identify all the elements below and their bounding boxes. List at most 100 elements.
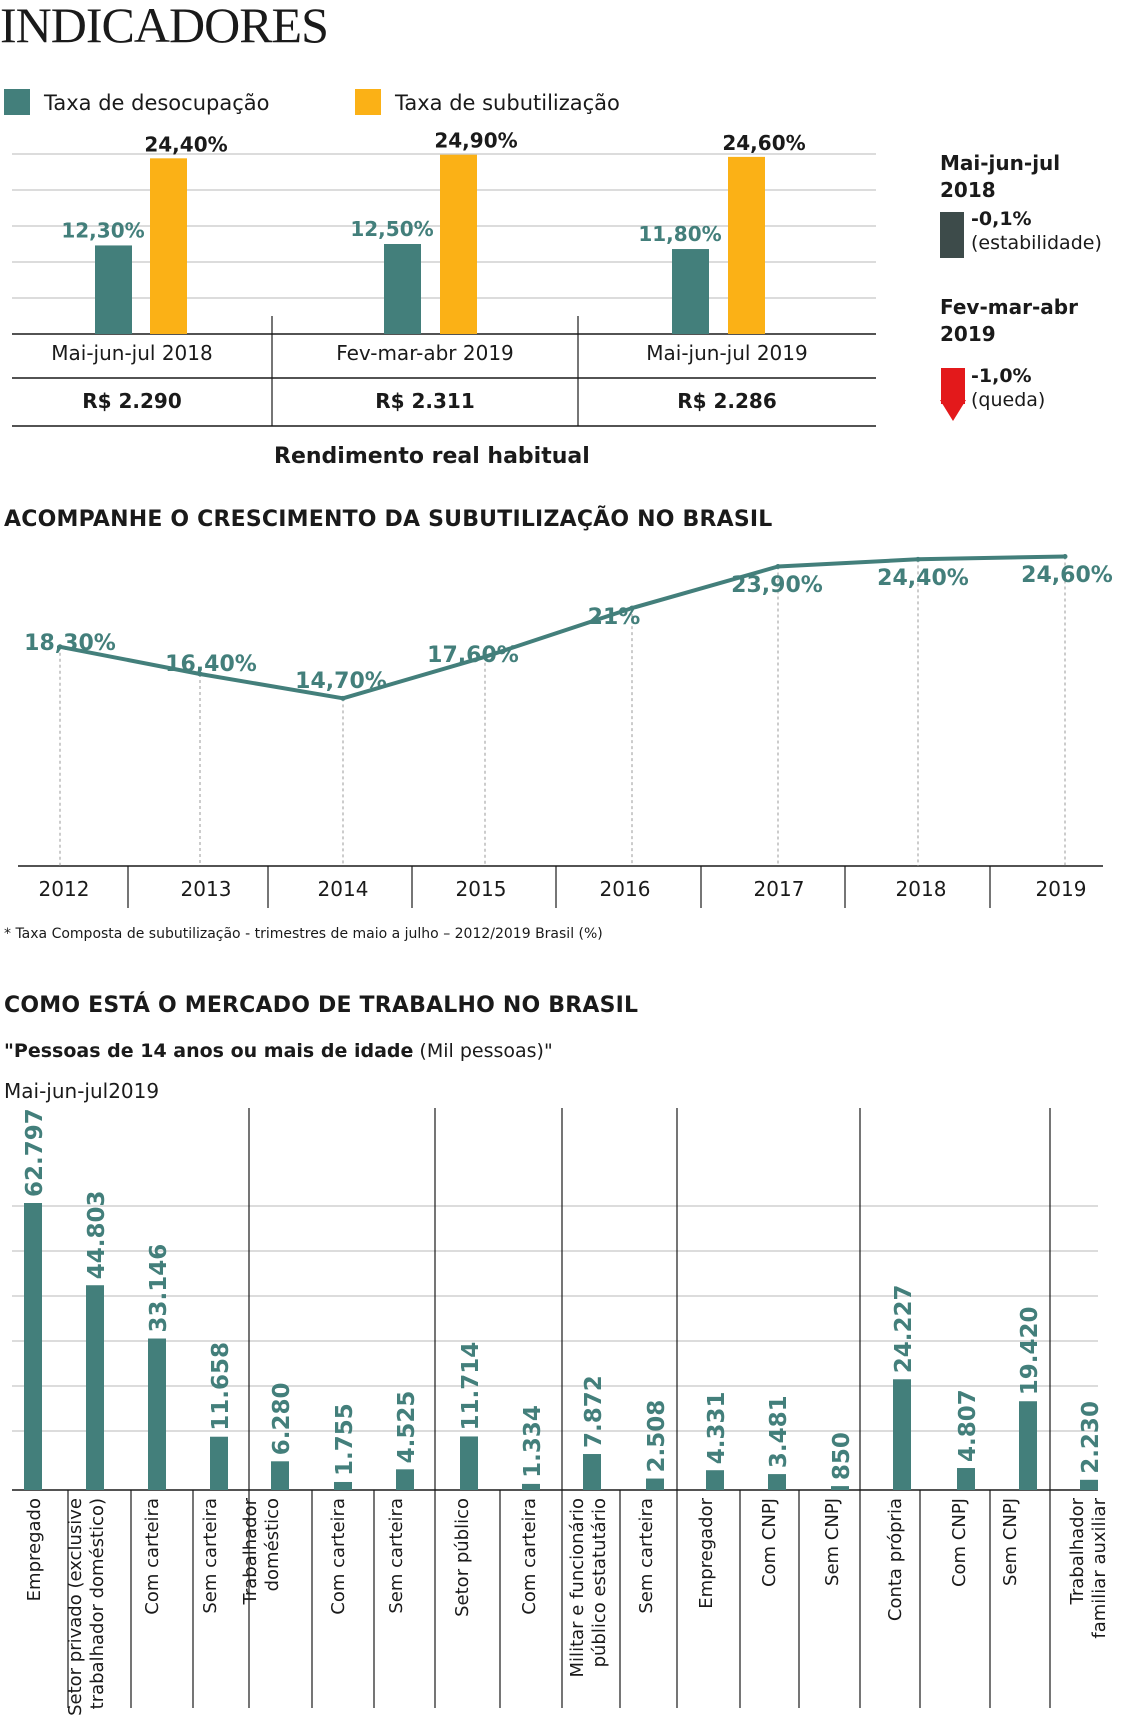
category-label-line: doméstico xyxy=(262,1498,283,1591)
bar xyxy=(271,1461,289,1490)
bar-value-label: 2.230 xyxy=(1078,1401,1104,1474)
bar-value-label: 1.755 xyxy=(332,1403,358,1476)
category-label-line: Empregador xyxy=(696,1497,717,1608)
category-label: Sem CNPJ xyxy=(822,1498,843,1586)
period-label: Mai-jun-jul 2018 xyxy=(51,341,212,365)
legend-swatch-desocupacao xyxy=(4,89,30,115)
page-title: INDICADORES xyxy=(0,0,329,53)
bar xyxy=(522,1483,540,1490)
bar xyxy=(831,1486,849,1490)
x-tick-label: 2017 xyxy=(754,877,805,901)
category-label-line: familiar auxiliar xyxy=(1089,1497,1110,1638)
side-block1-value: -0,1% xyxy=(971,208,1032,230)
bar-value-label: 6.280 xyxy=(269,1383,295,1456)
bar xyxy=(646,1478,664,1490)
bar xyxy=(334,1481,352,1490)
point-label: 21% xyxy=(588,605,641,630)
bar-value-label: 2.508 xyxy=(644,1400,670,1473)
x-tick-label: 2013 xyxy=(181,877,232,901)
point-label: 24,40% xyxy=(877,566,969,591)
category-label-line: Trabalhador xyxy=(1067,1497,1088,1605)
x-tick-label: 2015 xyxy=(456,877,507,901)
x-tick-label: 2016 xyxy=(600,877,651,901)
bar-label-subutilizacao: 24,40% xyxy=(144,132,227,156)
category-label: Com carteira xyxy=(142,1498,163,1615)
category-label-line: Com carteira xyxy=(519,1498,540,1615)
bar xyxy=(460,1436,478,1490)
bar-desocupacao xyxy=(672,249,709,334)
rendimento-value: R$ 2.290 xyxy=(82,389,182,413)
bar xyxy=(24,1203,42,1490)
category-label: Com CNPJ xyxy=(949,1498,970,1587)
bar-desocupacao xyxy=(95,245,132,334)
section2-title: ACOMPANHE O CRESCIMENTO DA SUBUTILIZAÇÃO… xyxy=(4,507,773,532)
rendimento-label: Rendimento real habitual xyxy=(274,444,590,469)
category-label-line: Sem carteira xyxy=(386,1498,407,1614)
bar xyxy=(1019,1401,1037,1490)
category-label-line: Sem CNPJ xyxy=(822,1498,843,1586)
category-label-line: Setor público xyxy=(452,1498,473,1617)
side-block2-title-line1: Fev-mar-abr xyxy=(940,295,1078,319)
category-label-line: Com carteira xyxy=(328,1498,349,1615)
data-point xyxy=(482,654,488,660)
bar-value-label: 44.803 xyxy=(84,1190,110,1279)
bar-label-desocupacao: 12,50% xyxy=(350,217,433,241)
period-label: Mai-jun-jul 2019 xyxy=(646,341,807,365)
x-tick-label: 2019 xyxy=(1036,877,1087,901)
side-block1-value-wrap: -0,1% (estabilidade) xyxy=(971,207,1102,255)
side-block2-note: (queda) xyxy=(971,389,1046,411)
series-line xyxy=(59,554,1066,701)
x-tick-label: 2012 xyxy=(39,877,90,901)
bar xyxy=(148,1338,166,1490)
category-label-line: Sem carteira xyxy=(636,1498,657,1614)
bar-value-label: 4.807 xyxy=(955,1389,981,1462)
bar xyxy=(396,1469,414,1490)
point-label: 14,70% xyxy=(295,669,387,694)
category-label: Com carteira xyxy=(328,1498,349,1615)
category-label: Com CNPJ xyxy=(759,1498,780,1587)
section2-note: * Taxa Composta de subutilização - trime… xyxy=(4,926,603,942)
bar-value-label: 850 xyxy=(829,1432,855,1480)
category-label: Empregador xyxy=(696,1497,717,1608)
bar-value-label: 11.658 xyxy=(208,1342,234,1431)
bar-subutilizacao xyxy=(728,156,765,334)
bar xyxy=(893,1379,911,1490)
section3-period: Mai-jun-jul2019 xyxy=(4,1079,160,1103)
category-label: Sem carteira xyxy=(636,1498,657,1614)
subutilizacao-line-chart: 18,30% 2012 16,40% 2013 14,70% 2014 17,60% 2015… xyxy=(18,553,1113,908)
point-label: 16,40% xyxy=(165,652,257,677)
point-label: 24,60% xyxy=(1021,563,1113,588)
category-label-line: trabalhador doméstico) xyxy=(87,1498,108,1709)
x-tick-label: 2018 xyxy=(896,877,947,901)
category-label-line: Empregado xyxy=(24,1498,45,1601)
category-label: Conta própria xyxy=(885,1498,906,1621)
bar-label-subutilizacao: 24,60% xyxy=(722,131,805,155)
legend-swatch-subutilizacao xyxy=(355,89,381,115)
bar-value-label: 62.797 xyxy=(22,1108,48,1197)
category-label-line: Com CNPJ xyxy=(759,1498,780,1587)
category-label: Empregado xyxy=(24,1498,45,1601)
section3-subtitle-rest: (Mil pessoas)" xyxy=(413,1040,553,1062)
bar-value-label: 1.334 xyxy=(520,1405,546,1478)
bar xyxy=(706,1470,724,1490)
bar-value-label: 3.481 xyxy=(766,1395,792,1468)
indicadores-bar-chart: 12,30% 24,40% Mai-jun-jul 2018 R$ 2.290 12,5… xyxy=(12,129,876,427)
data-point xyxy=(57,644,63,650)
section3-title: COMO ESTÁ O MERCADO DE TRABALHO NO BRASI… xyxy=(4,993,639,1018)
point-label: 17,60% xyxy=(427,643,519,668)
side-block2-title: Fev-mar-abr 2019 xyxy=(940,294,1078,348)
data-point xyxy=(1062,553,1068,559)
bar-subutilizacao xyxy=(150,158,187,334)
category-label-line: público estatutário xyxy=(589,1498,610,1667)
category-label: Sem carteira xyxy=(386,1498,407,1614)
bar-value-label: 33.146 xyxy=(146,1244,172,1333)
bar-value-label: 4.331 xyxy=(704,1391,730,1464)
x-tick-label: 2014 xyxy=(318,877,369,901)
category-label: Sem CNPJ xyxy=(1000,1498,1021,1586)
category-label-line: Conta própria xyxy=(885,1498,906,1621)
category-label-line: Com carteira xyxy=(142,1498,163,1615)
category-label: Trabalhadordoméstico xyxy=(240,1497,283,1605)
data-point xyxy=(340,695,346,701)
category-label: Com carteira xyxy=(519,1498,540,1615)
side-block1-note: (estabilidade) xyxy=(971,232,1102,254)
